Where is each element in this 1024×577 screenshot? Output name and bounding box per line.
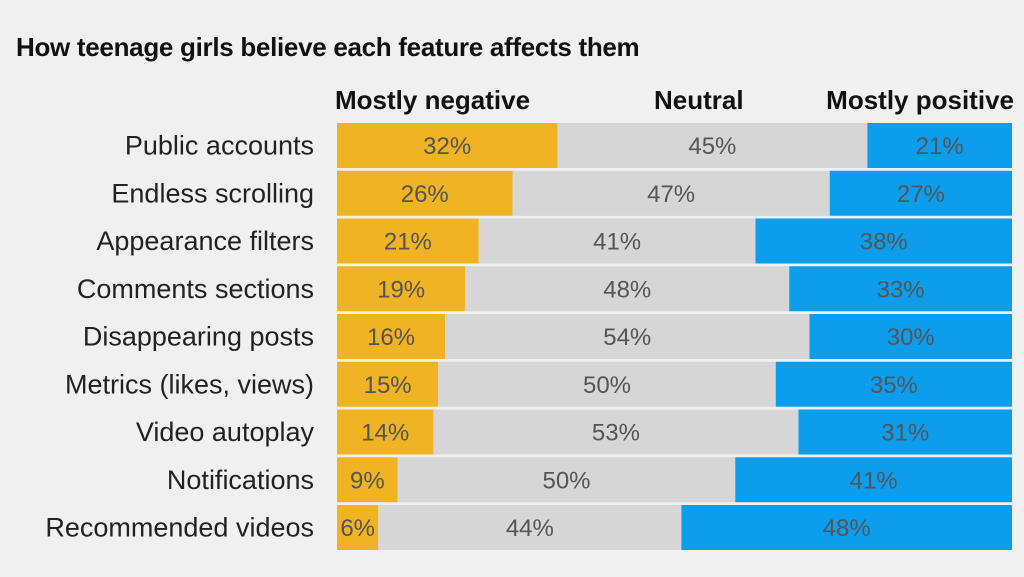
bar-mostly-negative-disappearing-posts (337, 314, 445, 359)
bar-mostly-positive-disappearing-posts (809, 314, 1012, 359)
category-label-comments-sections: Comments sections (77, 274, 314, 304)
value-label-mostly-negative-comments-sections: 19% (377, 276, 425, 303)
value-label-neutral-comments-sections: 48% (603, 276, 651, 303)
bar-mostly-positive-video-autoplay (798, 409, 1012, 455)
bar-neutral-public-accounts (557, 123, 868, 168)
value-label-neutral-video-autoplay: 53% (592, 420, 640, 447)
bar-mostly-positive-notifications (735, 457, 1012, 503)
value-label-mostly-positive-endless-scrolling: 27% (897, 181, 945, 208)
bar-neutral-comments-sections (465, 266, 790, 312)
bar-mostly-negative-appearance-filters (337, 218, 479, 264)
value-label-neutral-appearance-filters: 41% (593, 229, 641, 256)
bar-neutral-metrics-likes-views (438, 361, 776, 407)
value-label-mostly-negative-notifications: 9% (350, 467, 385, 494)
bar-mostly-positive-metrics-likes-views (775, 361, 1012, 407)
bar-mostly-positive-endless-scrolling (829, 170, 1012, 216)
value-label-neutral-public-accounts: 45% (688, 133, 736, 160)
bar-mostly-negative-notifications (337, 457, 398, 503)
value-label-neutral-metrics-likes-views: 50% (583, 372, 631, 399)
value-label-mostly-negative-video-autoplay: 14% (361, 420, 409, 447)
legend-mostly-negative: Mostly negative (335, 85, 531, 115)
bar-neutral-video-autoplay (433, 409, 799, 455)
bar-mostly-negative-endless-scrolling (337, 170, 513, 216)
bar-neutral-notifications (397, 457, 736, 503)
bar-mostly-negative-video-autoplay (337, 409, 434, 455)
category-label-recommended-videos: Recommended videos (45, 513, 314, 543)
value-label-mostly-negative-appearance-filters: 21% (384, 229, 432, 256)
bar-mostly-negative-comments-sections (337, 266, 466, 312)
bar-mostly-positive-comments-sections (789, 266, 1012, 312)
value-label-mostly-positive-recommended-videos: 48% (823, 515, 871, 542)
bar-neutral-disappearing-posts (445, 314, 810, 359)
category-label-appearance-filters: Appearance filters (96, 226, 314, 256)
value-label-neutral-endless-scrolling: 47% (647, 181, 695, 208)
value-label-neutral-notifications: 50% (542, 467, 590, 494)
value-label-mostly-positive-public-accounts: 21% (916, 133, 964, 160)
category-label-metrics-likes-views: Metrics (likes, views) (65, 369, 314, 399)
bar-mostly-positive-appearance-filters (755, 218, 1012, 264)
value-label-mostly-negative-recommended-videos: 6% (340, 515, 375, 542)
value-label-neutral-recommended-videos: 44% (506, 515, 554, 542)
category-label-disappearing-posts: Disappearing posts (83, 322, 314, 352)
value-label-mostly-negative-metrics-likes-views: 15% (364, 372, 412, 399)
value-label-mostly-negative-public-accounts: 32% (423, 133, 471, 160)
bar-mostly-negative-recommended-videos (337, 505, 379, 550)
legend-mostly-positive: Mostly positive (826, 85, 1014, 115)
legend-neutral: Neutral (654, 85, 744, 115)
bar-neutral-endless-scrolling (512, 170, 830, 216)
category-label-endless-scrolling: Endless scrolling (111, 178, 314, 208)
value-label-mostly-positive-comments-sections: 33% (877, 276, 925, 303)
bar-mostly-positive-public-accounts (867, 123, 1012, 168)
value-label-mostly-positive-appearance-filters: 38% (860, 229, 908, 256)
bar-neutral-appearance-filters (478, 218, 756, 264)
bar-neutral-recommended-videos (378, 505, 682, 550)
bar-mostly-negative-metrics-likes-views (337, 361, 439, 407)
bar-mostly-positive-recommended-videos (681, 505, 1012, 550)
value-label-neutral-disappearing-posts: 54% (603, 324, 651, 351)
category-label-video-autoplay: Video autoplay (136, 417, 315, 447)
bar-mostly-negative-public-accounts (337, 123, 558, 168)
category-label-public-accounts: Public accounts (125, 131, 314, 161)
value-label-mostly-positive-video-autoplay: 31% (881, 420, 929, 447)
value-label-mostly-positive-metrics-likes-views: 35% (870, 372, 918, 399)
value-label-mostly-negative-disappearing-posts: 16% (367, 324, 415, 351)
value-label-mostly-negative-endless-scrolling: 26% (401, 181, 449, 208)
chart-title: How teenage girls believe each feature a… (16, 32, 640, 62)
category-label-notifications: Notifications (167, 465, 314, 495)
value-label-mostly-positive-disappearing-posts: 30% (887, 324, 935, 351)
value-label-mostly-positive-notifications: 41% (850, 467, 898, 494)
